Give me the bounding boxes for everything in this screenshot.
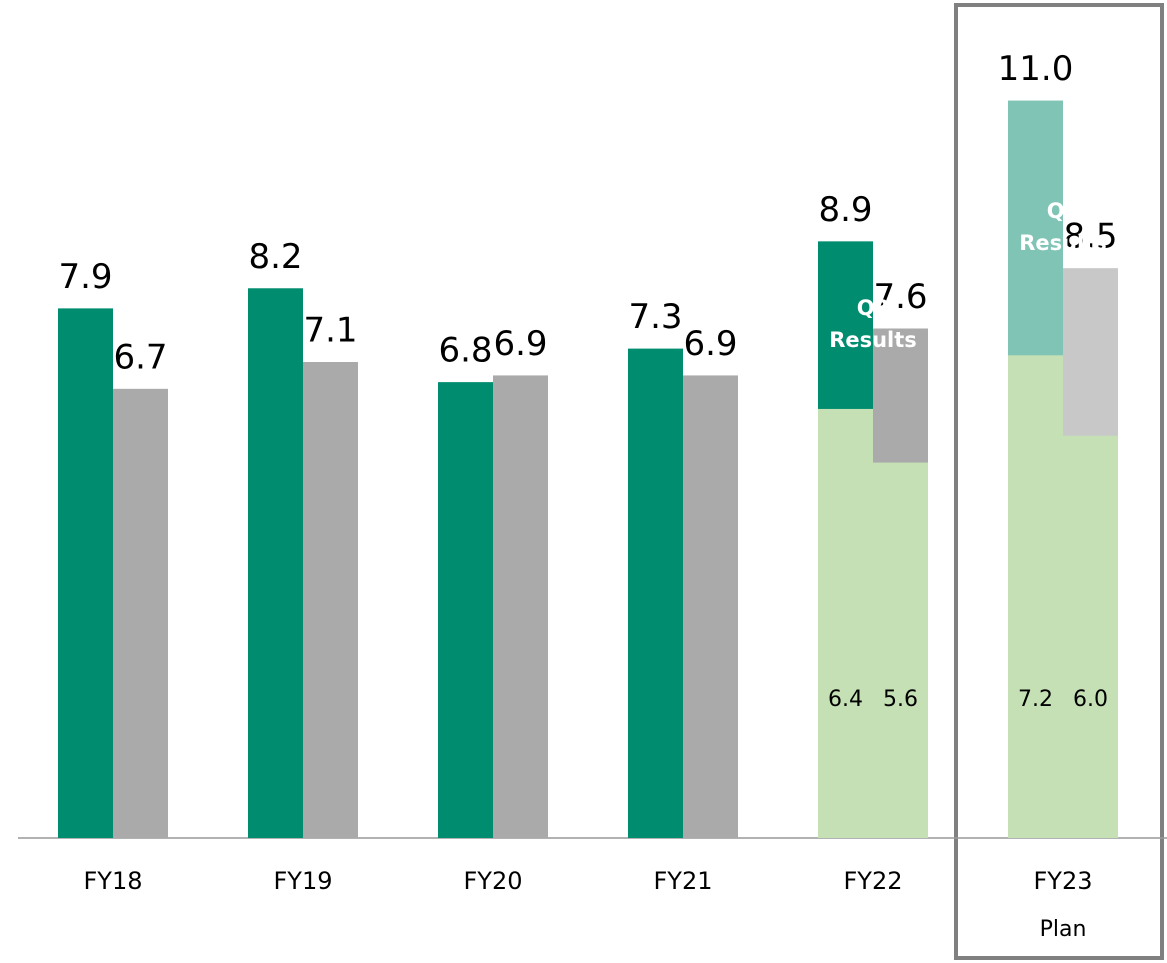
x-tick-label: FY22 [843, 867, 902, 895]
annotation-line: Q3 [857, 296, 889, 320]
value-label: 8.2 [248, 237, 302, 277]
value-label: 6.9 [683, 324, 737, 364]
annotation: Q3 Results [1019, 199, 1107, 255]
annotation-line: Q3 [1047, 199, 1079, 223]
x-tick-label: FY18 [83, 867, 142, 895]
value-label: 7.1 [303, 311, 357, 351]
bar [438, 382, 493, 838]
value-label: 11.0 [998, 49, 1074, 89]
q3-bar [1008, 355, 1063, 838]
q3-value-label: 6.0 [1073, 687, 1108, 712]
value-label: 8.9 [818, 190, 872, 230]
annotation-line: Results [829, 328, 917, 352]
bar [303, 362, 358, 838]
q3-bar [873, 462, 928, 838]
q3-bar [1063, 435, 1118, 838]
value-label: 6.7 [113, 337, 167, 377]
value-label: 6.9 [493, 324, 547, 364]
q3-value-label: 6.4 [828, 687, 863, 712]
annotation: Q3 Results [829, 296, 917, 352]
q3-bar [818, 408, 873, 838]
value-label: 7.3 [628, 297, 682, 337]
bar [628, 348, 683, 838]
q3-value-label: 5.6 [883, 687, 918, 712]
value-label: 8.5 [1063, 217, 1117, 257]
bar [683, 375, 738, 838]
x-tick-label: FY20 [463, 867, 522, 895]
bar [493, 375, 548, 838]
plan-frame [954, 3, 1164, 960]
x-tick-label: FY21 [653, 867, 712, 895]
plan-label: Plan [1040, 917, 1087, 942]
bar [113, 388, 168, 838]
x-tick-label: FY19 [273, 867, 332, 895]
bar [58, 308, 113, 838]
bar [248, 288, 303, 839]
value-label: 7.9 [58, 257, 112, 297]
q3-value-label: 7.2 [1018, 687, 1053, 712]
annotation-line: Results [1019, 231, 1107, 255]
value-label: 6.8 [438, 331, 492, 371]
x-tick-label: FY23 [1033, 867, 1092, 895]
value-label: 7.6 [873, 277, 927, 317]
